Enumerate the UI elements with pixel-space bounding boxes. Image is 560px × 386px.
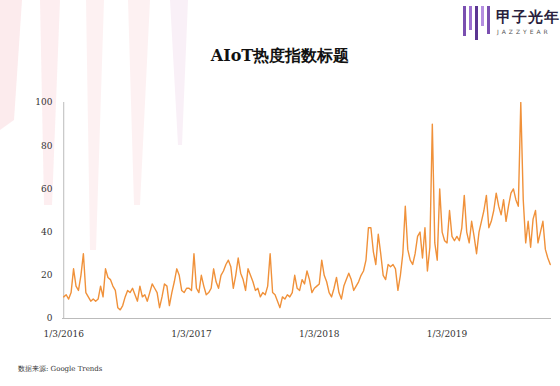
svg-text:1/3/2018: 1/3/2018 — [299, 329, 340, 339]
svg-text:60: 60 — [41, 184, 53, 194]
svg-text:40: 40 — [41, 227, 53, 237]
html-text:数据来源: Google Trends: 数据来源: Google Trends — [18, 365, 103, 373]
svg-text:0: 0 — [47, 313, 53, 323]
svg-text:80: 80 — [41, 141, 53, 151]
svg-text:1/3/2019: 1/3/2019 — [427, 329, 468, 339]
svg-text:1/3/2017: 1/3/2017 — [171, 329, 212, 339]
html-text:AIoT热度指数标题: AIoT热度指数标题 — [210, 46, 350, 65]
svg-text:1/3/2016: 1/3/2016 — [44, 329, 85, 339]
html-text:甲子光年: 甲子光年 — [496, 8, 560, 26]
svg-text:100: 100 — [35, 97, 52, 107]
html-text:JAZZYEAR: JAZZYEAR — [497, 28, 551, 35]
svg-text:20: 20 — [41, 270, 53, 280]
